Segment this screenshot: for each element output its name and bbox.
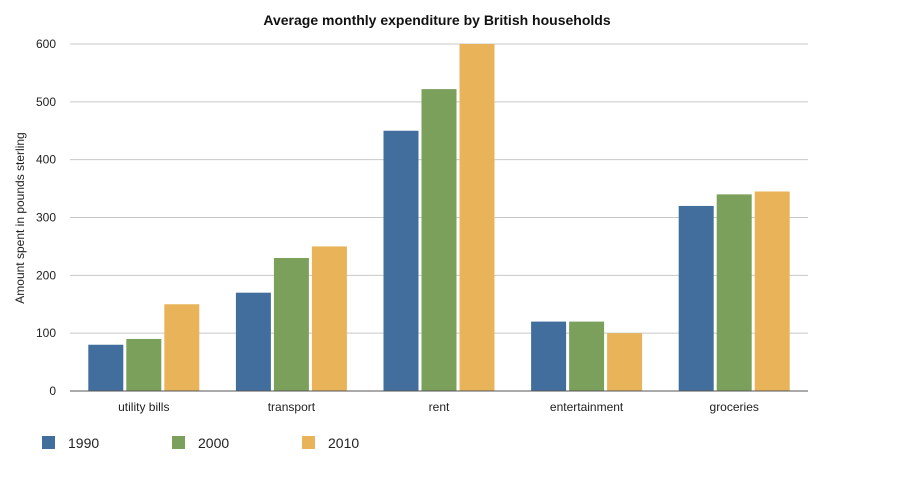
y-tick-label: 400 bbox=[36, 153, 56, 167]
bar-2000-entertainment bbox=[569, 321, 605, 391]
legend-swatch-2000 bbox=[172, 436, 185, 449]
x-category-label: transport bbox=[268, 400, 316, 414]
y-tick-label: 600 bbox=[36, 37, 56, 51]
x-category-label: groceries bbox=[710, 400, 759, 414]
bar-2000-utility-bills bbox=[126, 338, 162, 391]
legend-label: 1990 bbox=[68, 435, 99, 451]
bar-1990-transport bbox=[235, 292, 271, 391]
bar-2010-transport bbox=[311, 246, 347, 391]
bar-1990-entertainment bbox=[531, 321, 567, 391]
x-category-label: rent bbox=[429, 400, 450, 414]
y-tick-label: 300 bbox=[36, 211, 56, 225]
bar-2010-utility-bills bbox=[164, 304, 200, 391]
bar-2010-entertainment bbox=[607, 333, 643, 391]
bar-1990-groceries bbox=[678, 205, 714, 391]
bar-2000-groceries bbox=[716, 194, 752, 391]
bar-1990-rent bbox=[383, 130, 419, 391]
bars bbox=[88, 44, 790, 392]
legend-label: 2010 bbox=[328, 435, 359, 451]
legend-swatch-1990 bbox=[42, 436, 55, 449]
y-tick-label: 500 bbox=[36, 95, 56, 109]
y-axis-ticks: 0 100 200 300 400 500 600 bbox=[36, 37, 56, 398]
bar-2000-rent bbox=[421, 89, 457, 392]
y-tick-label: 200 bbox=[36, 268, 56, 282]
x-axis-categories: utility bills transport rent entertainment g… bbox=[118, 400, 759, 414]
bar-1990-utility-bills bbox=[88, 344, 124, 391]
legend-label: 2000 bbox=[198, 435, 229, 451]
bar-2010-rent bbox=[459, 44, 495, 391]
legend: 1990 2000 2010 bbox=[42, 435, 359, 451]
chart-title: Average monthly expenditure by British h… bbox=[263, 12, 610, 28]
y-tick-label: 0 bbox=[49, 384, 56, 398]
y-axis-label: Amount spent in pounds sterling bbox=[13, 132, 27, 303]
x-category-label: utility bills bbox=[118, 400, 169, 414]
bar-2010-groceries bbox=[754, 191, 790, 391]
y-tick-label: 100 bbox=[36, 326, 56, 340]
bar-2000-transport bbox=[273, 257, 309, 391]
x-category-label: entertainment bbox=[550, 400, 624, 414]
legend-swatch-2010 bbox=[302, 436, 315, 449]
